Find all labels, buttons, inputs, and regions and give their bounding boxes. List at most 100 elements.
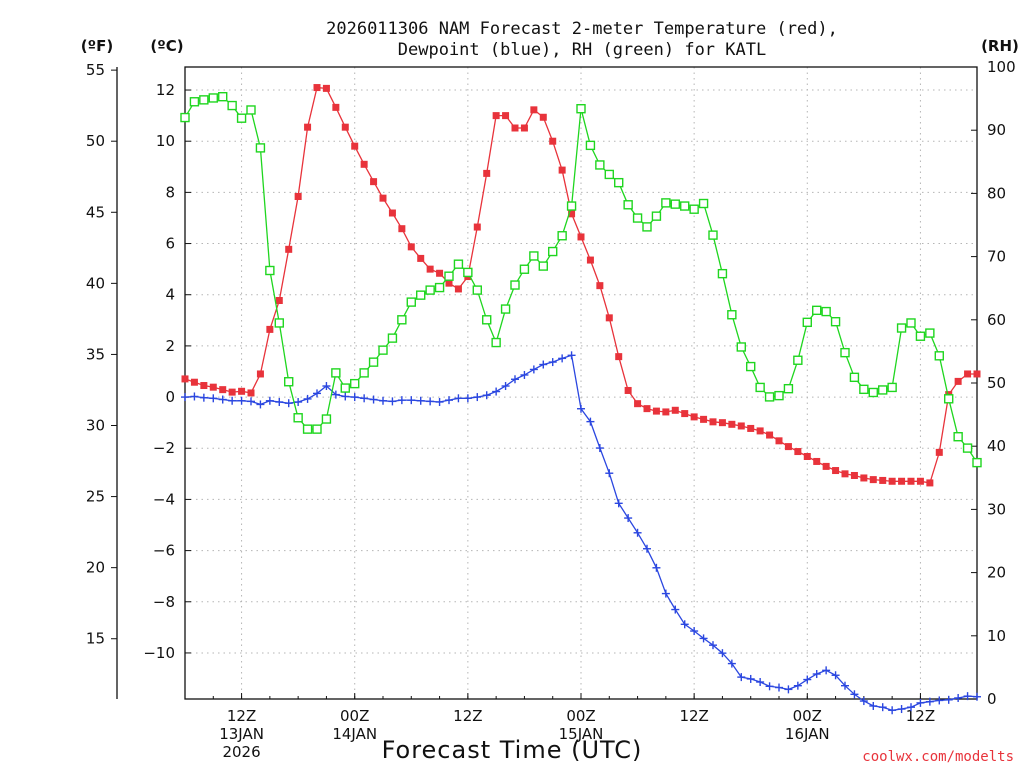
rh-point bbox=[717, 268, 728, 279]
temperature-point bbox=[379, 194, 387, 202]
rh-point bbox=[614, 177, 624, 188]
temperature-point bbox=[803, 453, 811, 461]
rh-point bbox=[255, 143, 266, 153]
temperature-point bbox=[313, 84, 321, 92]
rh-point bbox=[548, 246, 558, 257]
temperature-point bbox=[294, 193, 302, 201]
temperature-point bbox=[926, 479, 934, 487]
temperature-point bbox=[813, 457, 821, 465]
rh-point bbox=[821, 306, 831, 317]
rh-point bbox=[397, 315, 407, 325]
dewpoint-point bbox=[463, 394, 472, 403]
temperature-point bbox=[615, 353, 623, 361]
dewpoint-point bbox=[652, 563, 661, 572]
dewpoint-point bbox=[322, 382, 331, 391]
dewpoint-point bbox=[859, 697, 868, 706]
temperature-point bbox=[841, 470, 849, 478]
rh-point bbox=[519, 264, 530, 274]
rh-point bbox=[350, 378, 360, 389]
rh-point bbox=[227, 100, 237, 111]
temperature-point bbox=[332, 103, 340, 111]
temperature-point bbox=[181, 375, 189, 383]
fahrenheit-tick-label: 50 bbox=[86, 132, 105, 150]
x-tick-label: 00Z bbox=[340, 707, 369, 725]
temperature-point bbox=[700, 415, 708, 423]
temperature-point bbox=[869, 476, 877, 484]
dewpoint-point bbox=[190, 392, 199, 401]
dewpoint-point bbox=[331, 390, 340, 399]
dewpoint-point bbox=[605, 469, 614, 478]
dewpoint-point bbox=[473, 393, 482, 402]
dewpoint-point bbox=[350, 393, 359, 402]
temperature-point bbox=[322, 84, 330, 92]
rh-point bbox=[538, 261, 548, 271]
chart-title-line-1: 2026011306 NAM Forecast 2-meter Temperat… bbox=[326, 19, 838, 39]
x-tick-label: 13JAN bbox=[219, 725, 264, 743]
rh-point bbox=[406, 297, 416, 307]
temperature-point bbox=[784, 443, 792, 451]
dewpoint-point bbox=[511, 375, 519, 384]
rh-point bbox=[708, 230, 718, 240]
temperature-point bbox=[775, 437, 783, 445]
temperature-point bbox=[247, 389, 255, 397]
rh-point bbox=[199, 95, 209, 105]
dewpoint-point bbox=[313, 389, 321, 398]
temperature-point bbox=[266, 325, 274, 333]
temperature-point bbox=[586, 256, 594, 264]
temperature-point bbox=[888, 477, 896, 485]
dewpoint-point bbox=[916, 698, 925, 707]
celsius-tick-label: 8 bbox=[165, 183, 175, 201]
temperature-point bbox=[275, 297, 283, 305]
dewpoint-point bbox=[784, 685, 793, 694]
rh-point bbox=[595, 160, 605, 170]
rh-point bbox=[727, 310, 737, 320]
dewpoint-point bbox=[520, 370, 529, 379]
rh-point bbox=[925, 328, 935, 338]
dewpoint-point bbox=[199, 393, 208, 402]
x-axis-label: Forecast Time (UTC) bbox=[382, 736, 643, 764]
dewpoint-point bbox=[388, 397, 397, 406]
dewpoint-point bbox=[709, 641, 717, 650]
credit-text[interactable]: coolwx.com/modelts bbox=[862, 749, 1014, 765]
temperature-point bbox=[916, 477, 924, 485]
temperature-point bbox=[756, 427, 764, 435]
dewpoint-point bbox=[341, 392, 350, 401]
temperature-point bbox=[671, 406, 679, 414]
rh-point bbox=[416, 290, 426, 300]
temperature-point bbox=[209, 383, 217, 391]
rh-point bbox=[830, 316, 841, 327]
dewpoint-point bbox=[501, 382, 510, 391]
rh-tick-label: 20 bbox=[987, 564, 1006, 582]
dewpoint-point bbox=[265, 396, 274, 405]
celsius-unit-label: (ºC) bbox=[150, 37, 183, 55]
temperature-point bbox=[426, 265, 434, 273]
temperature-point bbox=[643, 405, 651, 413]
dewpoint-point bbox=[529, 365, 538, 374]
rh-tick-label: 100 bbox=[987, 58, 1016, 76]
temperature-point bbox=[907, 477, 915, 485]
x-tick-label: 00Z bbox=[793, 707, 822, 725]
dewpoint-point bbox=[426, 397, 435, 406]
dewpoint-point bbox=[548, 358, 557, 367]
rh-point bbox=[906, 318, 916, 328]
dewpoint-point bbox=[822, 666, 831, 675]
axes: 121086420−2−4−6−8−1055504540353025201501… bbox=[86, 58, 1016, 761]
gridlines bbox=[185, 67, 977, 699]
dewpoint-point bbox=[445, 396, 453, 405]
temperature-point bbox=[605, 314, 613, 322]
rh-tick-label: 40 bbox=[987, 437, 1006, 455]
dewpoint-point bbox=[228, 396, 237, 405]
rh-tick-label: 70 bbox=[987, 248, 1006, 266]
rh-tick-label: 30 bbox=[987, 500, 1006, 518]
rh-point bbox=[444, 271, 454, 281]
dewpoint-point bbox=[737, 673, 746, 682]
fahrenheit-unit-label: (ºF) bbox=[81, 37, 113, 55]
dewpoint-point bbox=[793, 681, 802, 690]
temperature-point bbox=[718, 419, 726, 427]
rh-point bbox=[218, 92, 228, 102]
dewpoint-point bbox=[397, 396, 406, 405]
dewpoint-point bbox=[539, 360, 548, 369]
dewpoint-point bbox=[482, 391, 491, 400]
dewpoint-point bbox=[407, 396, 416, 405]
